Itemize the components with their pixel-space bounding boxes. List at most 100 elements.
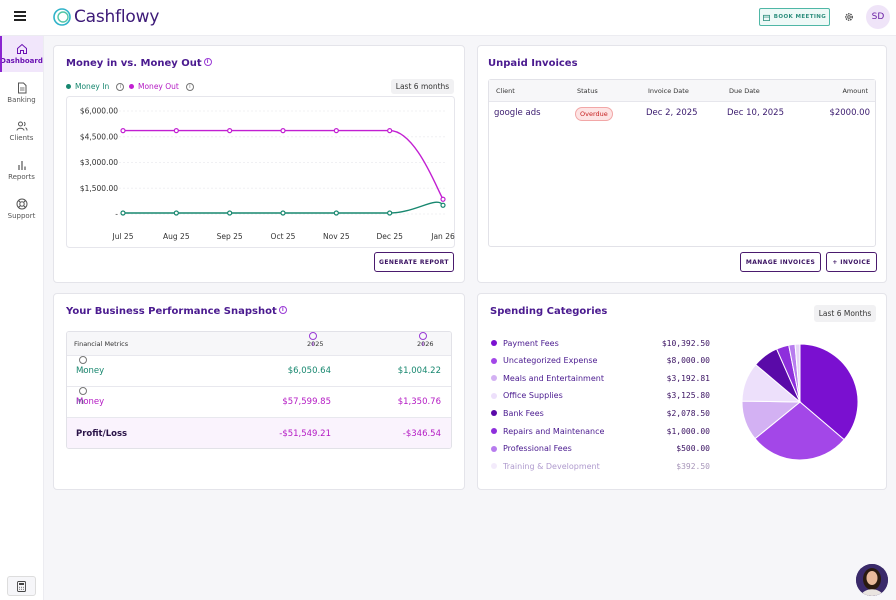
data-point[interactable] (387, 127, 393, 134)
calculator-button[interactable] (7, 576, 36, 596)
status-badge: Overdue (575, 107, 613, 121)
category-dot (491, 428, 497, 434)
due-date: Dec 10, 2025 (727, 108, 785, 118)
category-dot (491, 410, 497, 417)
spending-item[interactable]: Professional Fees $500.00 (490, 441, 710, 457)
info-icon[interactable]: i (79, 387, 87, 406)
sidebar-item-label: Banking (7, 96, 36, 104)
table-row-profit-loss: Profit/Loss -$51,549.21 -$346.54 (67, 418, 451, 448)
data-point[interactable] (440, 202, 446, 208)
info-icon[interactable]: i (309, 332, 317, 348)
col-status: Status (577, 87, 598, 95)
data-point[interactable] (440, 196, 446, 202)
invoice-amount: $2000.00 (829, 108, 870, 118)
category-amount: $1,000.00 (666, 426, 710, 436)
data-point[interactable] (173, 210, 179, 216)
invoice-client[interactable]: google ads (494, 108, 541, 118)
spending-pie-chart (741, 343, 859, 461)
spending-item[interactable]: Meals and Entertainment $3,192.81 (490, 370, 710, 386)
table-header: Financial Metrics 2025 i 2026 i (67, 332, 451, 356)
data-point[interactable] (227, 210, 233, 216)
data-point[interactable] (280, 210, 286, 216)
x-tick-label: Sep 25 (217, 232, 243, 241)
book-meeting-label: BOOK MEETING (773, 14, 827, 20)
category-amount: $3,192.81 (666, 373, 710, 383)
manage-invoices-button[interactable]: MANAGE INVOICES (740, 252, 821, 272)
spending-item[interactable]: Training & Development $392.50 (490, 458, 710, 474)
category-label: Uncategorized Expense (503, 356, 598, 366)
spending-item[interactable]: Office Supplies $3,125.80 (490, 388, 710, 404)
y-tick-label: $6,000.00 (80, 107, 118, 116)
pie-slice[interactable] (754, 401, 845, 461)
spending-item[interactable]: Repairs and Maintenance $1,000.00 (490, 423, 710, 439)
spending-range-selector[interactable]: Last 6 Months (814, 305, 876, 322)
person-avatar-icon (856, 564, 888, 596)
category-dot (491, 463, 497, 470)
category-dot (491, 375, 497, 382)
metric-2026: $1,004.22 (397, 366, 441, 376)
invoices-table: Client Status Invoice Date Due Date Amou… (488, 79, 876, 247)
info-icon[interactable]: i (278, 306, 287, 314)
table-row[interactable]: google ads Overdue Dec 2, 2025 Dec 10, 2… (489, 102, 875, 124)
metric-2025: -$51,549.21 (279, 429, 331, 439)
pie-slice[interactable] (799, 343, 859, 441)
x-tick-label: Dec 25 (376, 232, 403, 241)
data-point[interactable] (173, 127, 179, 134)
data-point[interactable] (280, 127, 286, 134)
book-meeting-button[interactable]: BOOK MEETING (759, 8, 830, 26)
category-amount: $8,000.00 (666, 356, 710, 366)
info-icon[interactable]: i (116, 82, 125, 91)
calendar-icon (762, 14, 770, 21)
metric-2025: $6,050.64 (287, 366, 331, 376)
category-label: Repairs and Maintenance (503, 426, 605, 436)
data-point[interactable] (333, 127, 339, 134)
money-chart-title: Money in vs. Money Out i (66, 58, 212, 69)
data-point[interactable] (333, 210, 339, 216)
category-dot (491, 392, 497, 399)
category-label: Payment Fees (503, 338, 559, 348)
user-avatar[interactable]: SD (866, 5, 890, 29)
sidebar-item-support[interactable]: Support (0, 191, 43, 227)
add-invoice-button[interactable]: + INVOICE (826, 252, 877, 272)
info-icon[interactable]: i (419, 332, 427, 348)
info-icon[interactable]: i (79, 356, 87, 375)
pie-slice[interactable] (794, 343, 801, 403)
category-amount: $500.00 (676, 444, 710, 454)
top-bar: Cashflowy BOOK MEETING SD (0, 0, 896, 36)
menu-icon[interactable] (14, 11, 26, 21)
data-point[interactable] (227, 127, 233, 134)
table-row-money-in: Money In i $6,050.64 $1,004.22 (67, 356, 451, 407)
sidebar-item-banking[interactable]: Banking (0, 75, 43, 111)
category-label: Bank Fees (503, 408, 544, 418)
category-label: Office Supplies (503, 391, 563, 401)
info-icon[interactable]: i (203, 58, 212, 66)
generate-report-button[interactable]: GENERATE REPORT (374, 252, 454, 272)
sidebar-item-reports[interactable]: Reports (0, 152, 43, 188)
category-amount: $2,078.50 (666, 408, 710, 418)
x-tick-label: Aug 25 (163, 232, 190, 241)
spending-item[interactable]: Payment Fees $10,392.50 (490, 335, 710, 351)
sidebar-item-label: Reports (8, 173, 35, 181)
app-logo[interactable]: Cashflowy (52, 5, 159, 29)
data-point[interactable] (120, 210, 126, 216)
info-icon[interactable]: i (185, 82, 194, 91)
data-point[interactable] (387, 210, 393, 216)
legend-label: Money In (75, 82, 110, 91)
metric-2026: $1,350.76 (397, 397, 441, 407)
sidebar-item-clients[interactable]: Clients (0, 113, 43, 149)
spending-item[interactable]: Bank Fees $2,078.50 (490, 405, 710, 421)
sidebar-item-label: Support (7, 212, 36, 220)
legend-money-out[interactable]: Money Out i (129, 82, 194, 91)
money-range-selector[interactable]: Last 6 months (391, 79, 454, 94)
bar-chart-icon (17, 161, 26, 170)
legend-dot (129, 84, 134, 89)
sidebar-item-dashboard[interactable]: Dashboard (0, 36, 43, 72)
spending-item[interactable]: Uncategorized Expense $8,000.00 (490, 353, 710, 369)
support-chat-avatar[interactable] (856, 564, 888, 596)
legend-money-in[interactable]: Money In i (66, 82, 125, 91)
performance-table: Financial Metrics 2025 i 2026 i Money In i … (66, 331, 452, 449)
gear-icon[interactable] (844, 12, 854, 22)
data-point[interactable] (120, 127, 126, 134)
category-amount: $10,392.50 (661, 338, 710, 348)
